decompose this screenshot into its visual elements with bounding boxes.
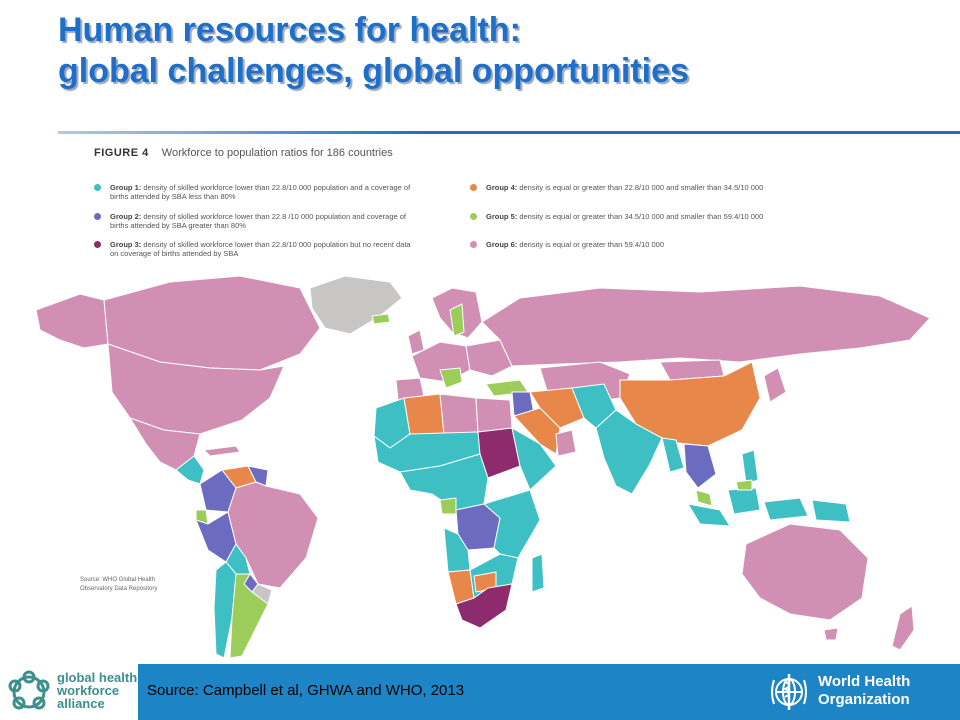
legend-group-3: Group 3: density of skilled workforce lo… [94,240,414,258]
region-papua [811,499,851,523]
footer-bar: global health workforce alliance Source:… [0,664,960,720]
legend-group-4-swatch [470,184,477,191]
region-balkans [439,367,463,389]
region-argentina [229,573,269,659]
ghwa-line-2: workforce [57,683,120,698]
legend-group-2-label: Group 2: [110,212,142,221]
region-egypt [475,397,513,433]
region-uruguay [251,583,273,605]
region-angola [443,527,471,573]
region-sweden [449,303,465,337]
region-madagascar [531,553,545,593]
region-myanmar [661,437,685,473]
region-japan [763,367,787,403]
region-sudan [477,427,521,479]
legend-group-5-label: Group 5: [486,212,518,221]
legend-group-2: Group 2: density of skilled workforce lo… [94,212,414,230]
title-divider [58,131,960,134]
region-iran [529,387,585,429]
figure-source-note: Source: WHO Global Health Observatory Da… [80,576,157,594]
region-india [595,409,663,495]
region-gabon [439,497,457,515]
legend-group-4-label: Group 4: [486,183,518,192]
region-borneo [727,487,761,515]
region-russia [481,285,931,367]
legend-group-1-label: Group 1: [110,183,142,192]
region-caribbean [203,445,241,457]
figure-source-label: Source: [80,577,101,583]
world-map [35,275,931,659]
legend-group-5-text: density is equal or greater than 34.5/10… [519,212,764,221]
ghwa-wordmark: global health workforce alliance [57,671,137,710]
region-philippines [741,449,759,485]
figure-label: FIGURE 4 [94,147,149,159]
ghwa-ring-logo-icon [8,670,50,710]
slide-title-line-2: global challenges, global opportunities [58,52,689,90]
region-borneo-north [735,479,753,491]
region-alaska [35,293,109,349]
region-australia [741,523,869,621]
region-greenland [309,275,403,335]
region-indochina [683,443,717,489]
region-uk [407,329,425,355]
ghwa-line-1: global health [57,670,138,685]
region-algeria [403,393,445,435]
slide-source: Source: Campbell et al, GHWA and WHO, 20… [147,682,465,699]
who-line-1: World Health [818,673,911,690]
figure-source-line-1: WHO Global Health [102,577,156,583]
slide-title: Human resources for health: global chall… [58,10,689,92]
legend-group-3-swatch [94,241,101,248]
region-new-zealand [891,605,915,651]
legend-group-6: Group 6: density is equal or greater tha… [470,240,790,249]
region-brazil [227,481,319,589]
legend-group-6-swatch [470,241,477,248]
legend-group-1: Group 1: density of skilled workforce lo… [94,183,414,201]
figure-caption-text: Workforce to population ratios for 186 c… [161,147,393,159]
legend-group-4: Group 4: density is equal or greater tha… [470,183,790,192]
region-central-america [175,455,205,485]
legend-group-3-text: density of skilled workforce lower than … [110,240,411,258]
legend-group-1-swatch [94,184,101,191]
slide-title-line-1: Human resources for health: [58,11,521,49]
region-iceland [371,313,391,325]
ghwa-logo-panel: global health workforce alliance [0,664,138,720]
legend-group-2-text: density of skilled workforce lower than … [110,212,407,230]
region-china [619,361,761,447]
legend-group-6-label: Group 6: [486,240,518,249]
region-indonesia-west [687,503,731,527]
region-horn-of-africa [511,427,557,491]
region-eastern-europe [465,339,513,377]
legend-group-2-swatch [94,213,101,220]
region-usa [107,343,285,435]
region-malaysia [695,489,713,507]
region-libya [439,393,479,435]
who-wordmark: World Health Organization [818,673,910,709]
figure-caption: FIGURE 4 Workforce to population ratios … [94,147,393,159]
region-tasmania [823,627,839,641]
legend-group-4-text: density is equal or greater than 22.8/10… [519,183,764,192]
legend-group-6-text: density is equal or greater than 59.4/10… [519,240,665,249]
figure-source-line-2: Observatory Data Repository [80,586,158,592]
region-indonesia-east [763,497,809,521]
region-south-africa [455,583,513,629]
region-gulf [555,429,577,457]
region-chile [213,561,237,659]
ghwa-line-3: alliance [57,696,105,711]
who-emblem-icon [771,674,807,710]
legend-group-3-label: Group 3: [110,240,142,249]
legend-group-1-text: density of skilled workforce lower than … [110,183,411,201]
legend-group-5: Group 5: density is equal or greater tha… [470,212,790,221]
legend-group-5-swatch [470,213,477,220]
who-line-2: Organization [818,691,910,708]
